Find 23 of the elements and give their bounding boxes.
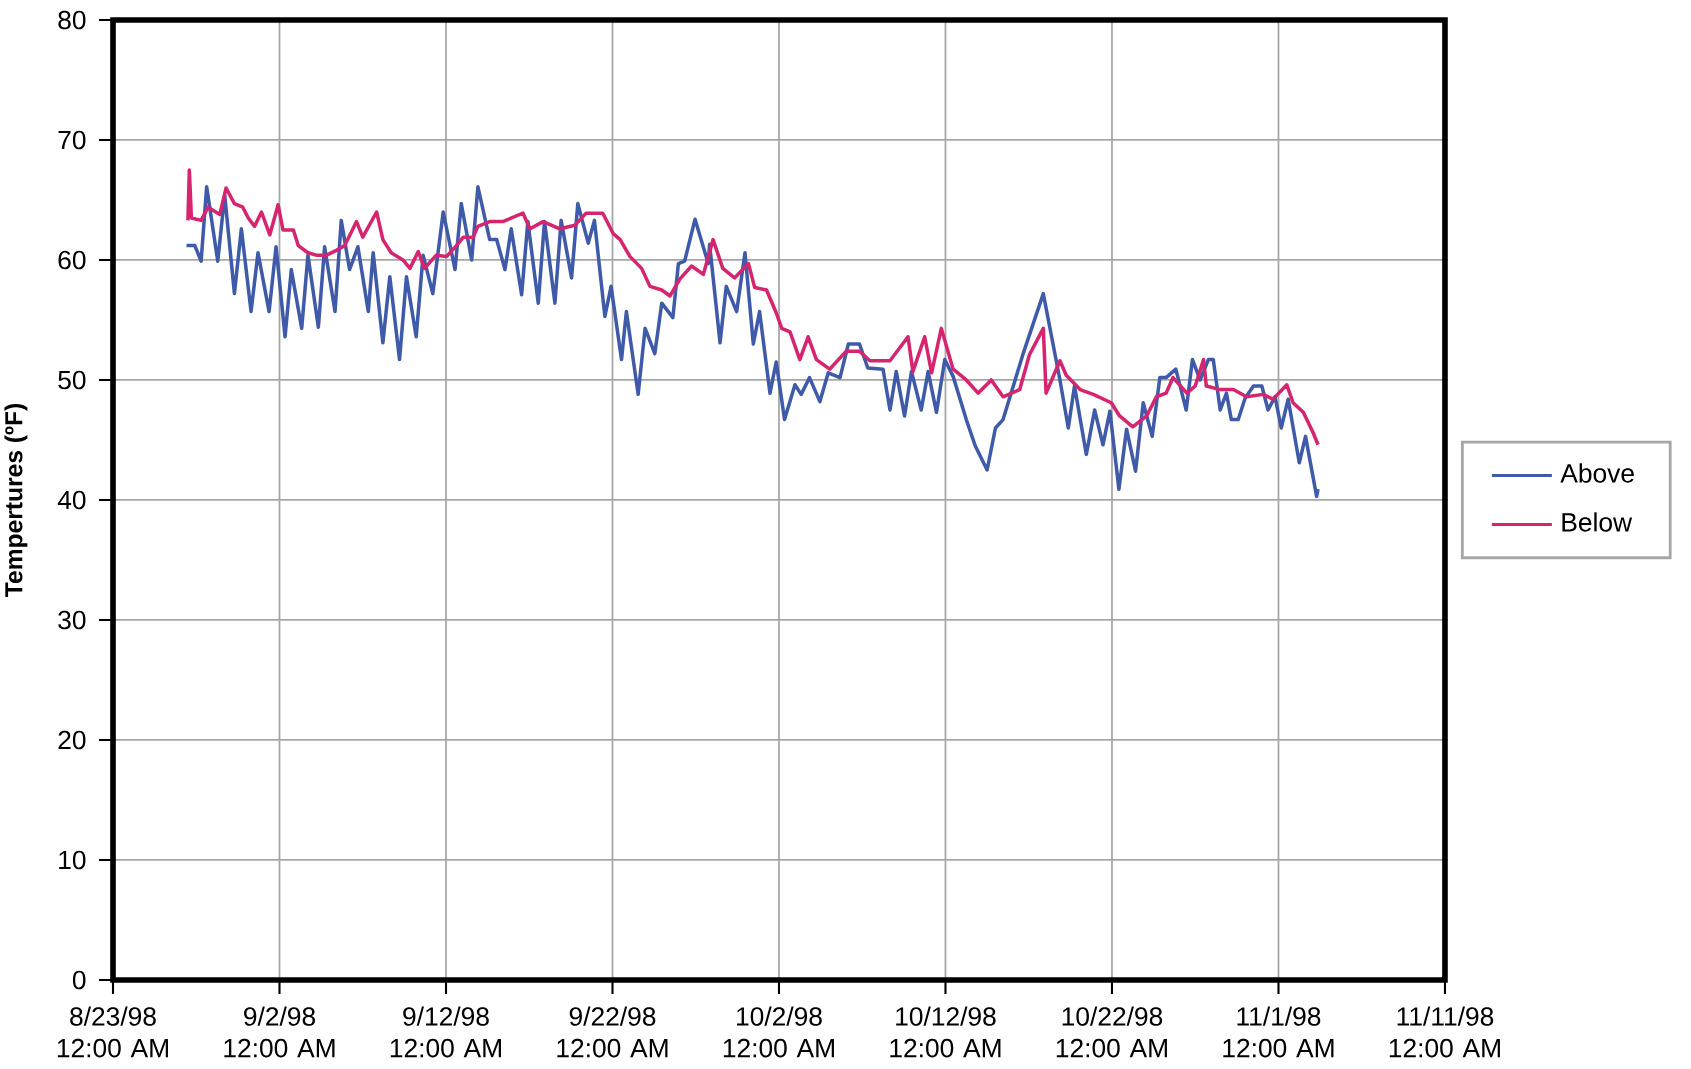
x-tick-label: 9/2/98 12:00 AM [224, 1006, 335, 1058]
y-tick-label: 10 [59, 850, 86, 870]
x-tick-label: 9/22/98 12:00 AM [557, 1006, 668, 1058]
x-tick-label: 11/11/98 12:00 AM [1389, 1006, 1500, 1058]
y-tick-label: 40 [57, 490, 86, 510]
y-tick-label: 0 [72, 970, 86, 990]
legend-label: Above [1560, 463, 1634, 483]
x-tick-label: 10/22/98 12:00 AM [1056, 1006, 1167, 1058]
x-tick-label: 11/1/98 12:00 AM [1223, 1006, 1334, 1058]
y-tick-label: 80 [58, 10, 86, 30]
legend-label: Below [1562, 512, 1633, 532]
y-tick-label: 70 [58, 130, 86, 150]
y-tick-label: 50 [58, 370, 86, 390]
y-tick-label: 20 [58, 730, 86, 750]
y-axis-title: Tempertures (ºF) [4, 404, 28, 597]
y-tick-label: 60 [58, 250, 86, 270]
x-tick-label: 9/12/98 12:00 AM [390, 1006, 501, 1058]
y-tick-label: 30 [58, 610, 86, 630]
x-tick-label: 10/2/98 12:00 AM [723, 1006, 834, 1058]
x-tick-label: 8/23/98 12:00 AM [57, 1006, 168, 1058]
line-series [184, 185, 1320, 499]
x-tick-label: 10/12/98 12:00 AM [890, 1006, 1001, 1058]
line-series [186, 168, 1320, 447]
